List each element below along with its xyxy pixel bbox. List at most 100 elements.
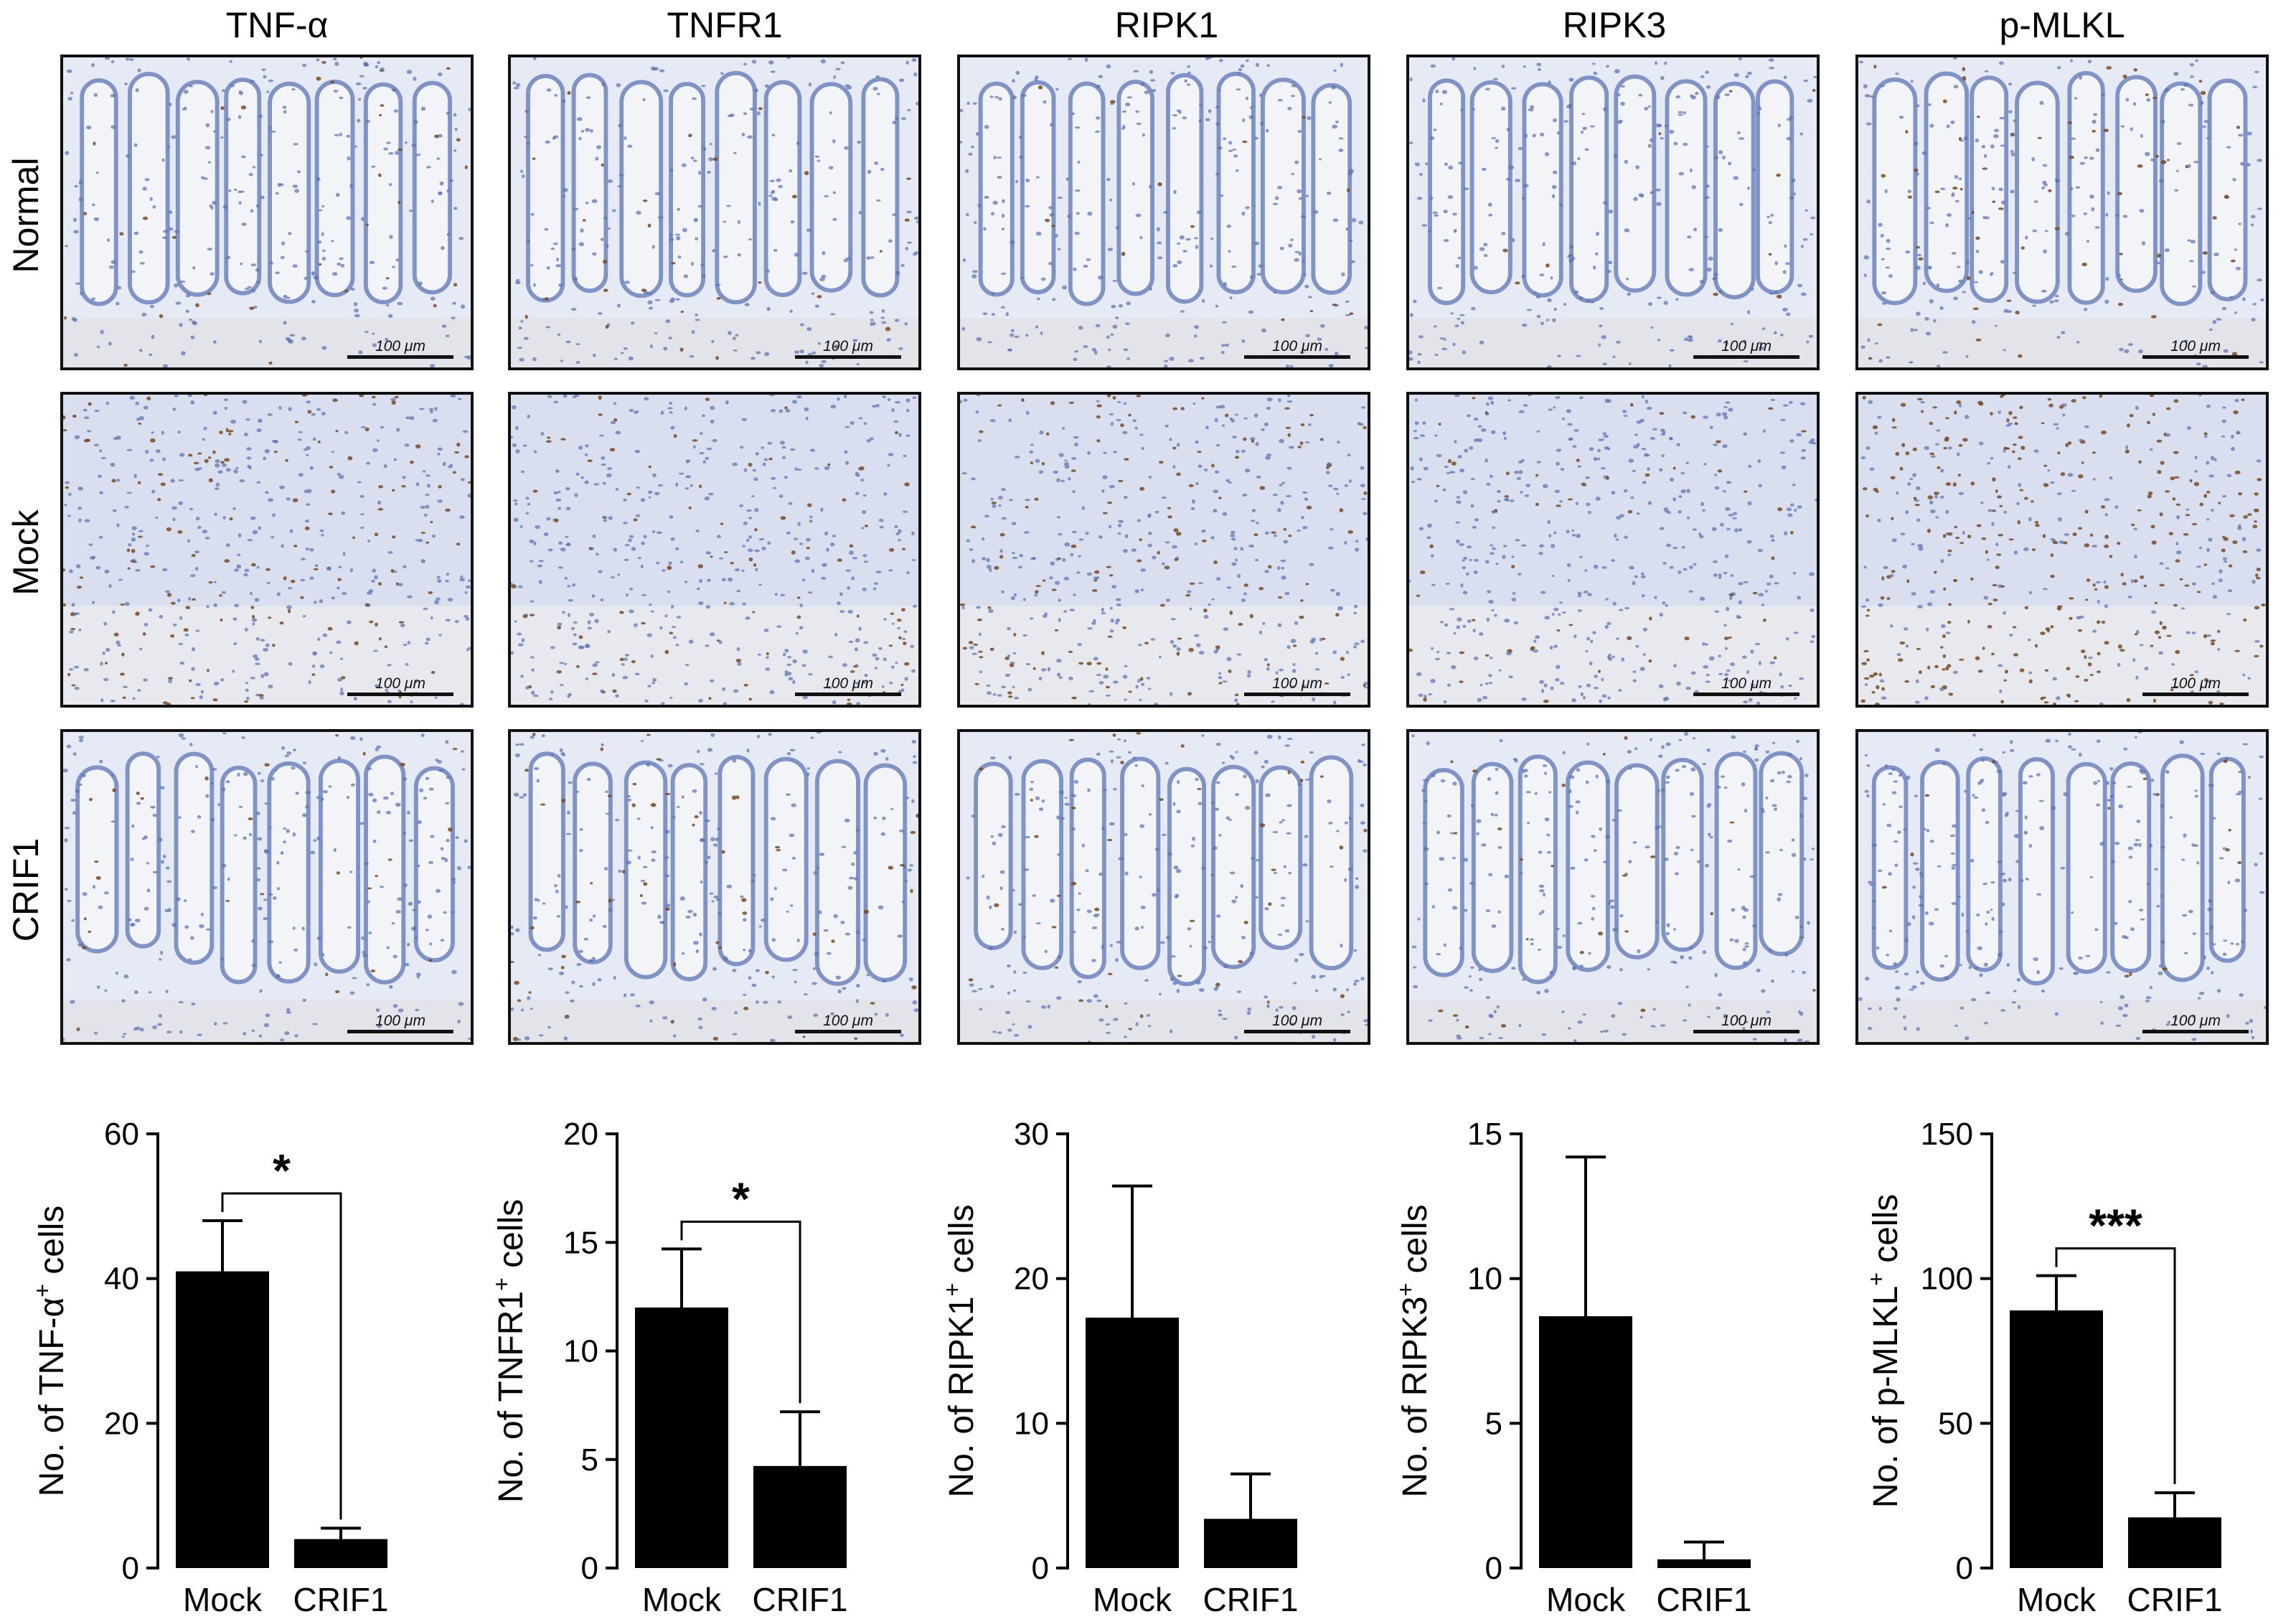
micrograph-tnf-alpha-normal: 100 μm (60, 55, 474, 370)
bar-crif1 (294, 1539, 387, 1568)
scale-bar-line (347, 693, 453, 696)
y-tick-label: 20 (1014, 1262, 1049, 1297)
bar-crif1 (1657, 1559, 1751, 1568)
bar-mock (2010, 1310, 2103, 1568)
scale-bar-label: 100 μm (2170, 338, 2221, 355)
significance-marker: * (273, 1145, 291, 1196)
y-tick-label: 100 (1921, 1262, 1973, 1297)
micrograph-ripk3-mock: 100 μm (1406, 392, 1820, 708)
x-category-label: CRIF1 (2127, 1581, 2223, 1618)
scale-bar: 100 μm (2142, 676, 2249, 696)
bar-charts: 0 20 40 60 Mock CRIF1 * No. of TNF-α + cells 0 5 10… (29, 1117, 2222, 1618)
scale-bar: 100 μm (795, 339, 901, 359)
y-tick-label: 5 (1485, 1406, 1502, 1441)
x-category-label: Mock (1093, 1581, 1172, 1618)
y-tick-label: 30 (1014, 1117, 1049, 1152)
row-label-mock: Mock (6, 510, 46, 596)
chart-tnf-alpha: 0 20 40 60 Mock CRIF1 * No. of TNF-α+ cells (29, 1117, 388, 1618)
y-tick-label: 20 (563, 1117, 598, 1152)
y-axis-label-main: No. of p-MLKL (1867, 1286, 1905, 1508)
y-tick-label: 40 (104, 1262, 139, 1297)
scale-bar-label: 100 μm (375, 675, 425, 692)
scale-bar-label: 100 μm (1272, 1013, 1322, 1029)
y-tick-label: 60 (104, 1117, 139, 1152)
y-tick-label: 15 (563, 1225, 598, 1260)
y-axis-label-main: No. of RIPK3 (1396, 1296, 1434, 1497)
y-tick-label: 10 (1014, 1406, 1049, 1441)
scale-bar: 100 μm (795, 1013, 901, 1033)
y-axis-label-tail: cells (492, 1199, 530, 1277)
bar-crif1 (753, 1465, 847, 1568)
micrograph-tnfr1-normal: 100 μm (508, 55, 921, 370)
y-axis-label: No. of RIPK3+ cells (1393, 1204, 1434, 1497)
y-axis-label-superscript: + (1863, 1272, 1889, 1286)
micrograph-tnfr1-crif1: 100 μm (508, 729, 921, 1045)
bar-mock (1086, 1318, 1179, 1568)
y-tick-label: 0 (1485, 1551, 1502, 1586)
scale-bar-label: 100 μm (1272, 338, 1322, 355)
y-axis-label: No. of TNFR1+ cells (489, 1199, 530, 1503)
bar-mock (635, 1308, 728, 1568)
bar-mock (1539, 1316, 1632, 1568)
y-axis-label-tail: cells (943, 1204, 981, 1282)
y-tick-label: 0 (122, 1551, 139, 1586)
chart-ripk3: 0 5 10 15 Mock CRIF1 No. of RIPK3+ cells (1393, 1117, 1751, 1618)
y-tick-label: 15 (1467, 1117, 1502, 1152)
scale-bar-line (795, 693, 901, 696)
scale-bar-line (1693, 693, 1799, 696)
scale-bar-line (795, 355, 901, 359)
scale-bar: 100 μm (795, 676, 901, 696)
micrograph-p-mlkl-crif1: 100 μm (1855, 729, 2269, 1045)
scale-bar: 100 μm (347, 1013, 453, 1033)
scale-bar: 100 μm (1693, 339, 1799, 359)
y-axis-label-tail: cells (1396, 1204, 1434, 1282)
micrograph-ripk1-crif1: 100 μm (957, 729, 1370, 1045)
chart-tnfr1: 0 5 10 15 20 Mock CRIF1 * No. of TNFR1+ cells (489, 1117, 847, 1618)
significance-bracket (2055, 1247, 2176, 1485)
scale-bar: 100 μm (347, 339, 453, 359)
y-axis-label-superscript: + (1393, 1283, 1418, 1297)
scale-bar: 100 μm (1244, 676, 1350, 696)
micrograph-p-mlkl-normal: 100 μm (1855, 55, 2269, 370)
y-axis-label: No. of p-MLKL+ cells (1863, 1194, 1905, 1508)
x-category-label: CRIF1 (1657, 1581, 1752, 1618)
scale-bar-label: 100 μm (823, 1013, 873, 1029)
y-tick-label: 20 (104, 1406, 139, 1441)
scale-bar-line (2142, 693, 2249, 696)
scale-bar-line (2142, 355, 2249, 359)
scale-bar-label: 100 μm (823, 675, 873, 692)
row-label-normal: Normal (6, 157, 46, 273)
scale-bar: 100 μm (347, 676, 453, 696)
scale-bar-line (795, 1030, 901, 1033)
micrograph-ripk1-mock: 100 μm (957, 392, 1370, 708)
y-axis-label: No. of RIPK1+ cells (939, 1204, 981, 1497)
x-category-label: CRIF1 (1203, 1581, 1299, 1618)
x-category-label: CRIF1 (293, 1581, 389, 1618)
scale-bar-line (347, 1030, 453, 1033)
scale-bar: 100 μm (1693, 1013, 1799, 1033)
scale-bar: 100 μm (2142, 1013, 2249, 1033)
micrograph-tnf-alpha-crif1: 100 μm (60, 729, 474, 1045)
y-axis-label-main: No. of TNF-α (33, 1297, 71, 1497)
scale-bar-line (1693, 355, 1799, 359)
x-category-label: Mock (642, 1581, 722, 1618)
scale-bar-line (1244, 355, 1350, 359)
micrograph-tnf-alpha-mock: 100 μm (60, 392, 474, 708)
scale-bar-label: 100 μm (1721, 1013, 1772, 1029)
chart-p-mlkl: 0 50 100 150 Mock CRIF1 *** No. of p-MLKL+ cell… (1863, 1117, 2222, 1618)
scale-bar-label: 100 μm (375, 1013, 425, 1029)
micrograph-tnfr1-mock: 100 μm (508, 392, 921, 708)
y-axis-label-main: No. of RIPK1 (943, 1296, 981, 1497)
scale-bar-line (1244, 1030, 1350, 1033)
column-title-p-mlkl: p-MLKL (1999, 5, 2125, 45)
x-category-label: Mock (2017, 1581, 2097, 1618)
y-axis-label-superscript: + (489, 1277, 514, 1291)
scale-bar-label: 100 μm (1721, 338, 1772, 355)
x-category-label: CRIF1 (753, 1581, 848, 1618)
significance-marker: * (732, 1173, 750, 1224)
significance-bracket (680, 1220, 801, 1404)
column-title-tnf-alpha: TNF-α (225, 5, 329, 45)
bar-crif1 (1204, 1519, 1297, 1568)
chart-ripk1: 0 10 20 30 Mock CRIF1 No. of RIPK1+ cells (939, 1117, 1298, 1618)
y-tick-label: 50 (1938, 1406, 1973, 1441)
